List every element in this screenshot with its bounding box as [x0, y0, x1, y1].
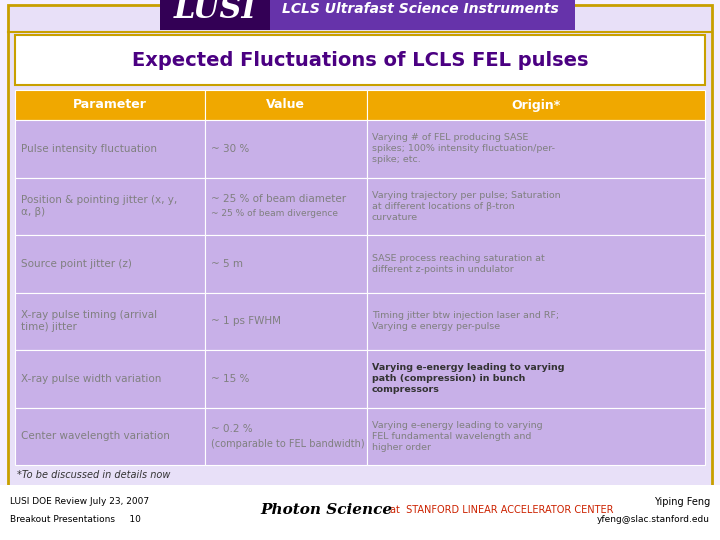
Text: Expected Fluctuations of LCLS FEL pulses: Expected Fluctuations of LCLS FEL pulses — [132, 51, 588, 70]
Bar — [15, 350, 204, 408]
Text: X-ray pulse width variation: X-ray pulse width variation — [21, 374, 161, 384]
Bar — [15, 408, 204, 465]
Text: ~ 15 %: ~ 15 % — [211, 374, 249, 384]
Text: Pulse intensity fluctuation: Pulse intensity fluctuation — [21, 144, 157, 154]
Bar — [204, 293, 367, 350]
Bar — [367, 235, 705, 293]
FancyBboxPatch shape — [8, 5, 712, 490]
Bar — [204, 408, 367, 465]
Text: Varying # of FEL producing SASE
spikes; 100% intensity fluctuation/per-
spike; e: Varying # of FEL producing SASE spikes; … — [372, 133, 555, 164]
Text: Timing jitter btw injection laser and RF;
Varying e energy per-pulse: Timing jitter btw injection laser and RF… — [372, 312, 559, 331]
Bar — [367, 293, 705, 350]
Text: SASE process reaching saturation at
different z-points in undulator: SASE process reaching saturation at diff… — [372, 254, 544, 274]
Text: at  STANFORD LINEAR ACCELERATOR CENTER: at STANFORD LINEAR ACCELERATOR CENTER — [390, 505, 613, 515]
Text: Photon Science: Photon Science — [260, 503, 392, 517]
Text: Center wavelength variation: Center wavelength variation — [21, 431, 170, 441]
Bar — [367, 178, 705, 235]
Text: yfeng@slac.stanford.edu: yfeng@slac.stanford.edu — [597, 516, 710, 524]
Text: X-ray pulse timing (arrival
time) jitter: X-ray pulse timing (arrival time) jitter — [21, 310, 157, 333]
Bar — [204, 90, 367, 120]
Bar — [15, 90, 204, 120]
Text: Position & pointing jitter (x, y,
α, β): Position & pointing jitter (x, y, α, β) — [21, 195, 177, 218]
Bar — [160, 0, 575, 30]
Bar — [15, 178, 204, 235]
Bar — [367, 408, 705, 465]
Bar — [367, 90, 705, 120]
Text: Parameter: Parameter — [73, 98, 147, 111]
Bar — [15, 235, 204, 293]
Text: Yiping Feng: Yiping Feng — [654, 497, 710, 507]
Text: ~ 25 % of beam diameter: ~ 25 % of beam diameter — [211, 194, 346, 204]
Text: (comparable to FEL bandwidth): (comparable to FEL bandwidth) — [211, 438, 364, 449]
Bar — [204, 235, 367, 293]
Text: ~ 5 m: ~ 5 m — [211, 259, 243, 269]
Text: Value: Value — [266, 98, 305, 111]
Text: ~ 25 % of beam divergence: ~ 25 % of beam divergence — [211, 209, 338, 218]
FancyBboxPatch shape — [15, 35, 705, 85]
Text: ~ 0.2 %: ~ 0.2 % — [211, 424, 253, 434]
Text: LUSI DOE Review July 23, 2007: LUSI DOE Review July 23, 2007 — [10, 497, 149, 507]
Text: Breakout Presentations     10: Breakout Presentations 10 — [10, 516, 141, 524]
Text: Varying trajectory per pulse; Saturation
at different locations of β-tron
curvat: Varying trajectory per pulse; Saturation… — [372, 191, 561, 221]
Bar — [204, 120, 367, 178]
Text: Varying e-energy leading to varying
path (compression) in bunch
compressors: Varying e-energy leading to varying path… — [372, 363, 564, 394]
Text: ~ 1 ps FWHM: ~ 1 ps FWHM — [211, 316, 281, 326]
Text: Source point jitter (z): Source point jitter (z) — [21, 259, 132, 269]
Text: Origin*: Origin* — [511, 98, 561, 111]
Text: ~ 30 %: ~ 30 % — [211, 144, 249, 154]
Bar — [204, 350, 367, 408]
Bar — [367, 350, 705, 408]
Bar — [367, 120, 705, 178]
Bar — [0, 485, 720, 540]
Text: LUSI: LUSI — [174, 0, 256, 24]
Text: *To be discussed in details now: *To be discussed in details now — [17, 470, 171, 480]
Bar — [204, 178, 367, 235]
Bar — [160, 0, 270, 30]
Text: Varying e-energy leading to varying
FEL fundamental wavelength and
higher order: Varying e-energy leading to varying FEL … — [372, 421, 543, 451]
Bar — [15, 293, 204, 350]
Text: LCLS Ultrafast Science Instruments: LCLS Ultrafast Science Instruments — [282, 2, 559, 16]
Bar — [15, 120, 204, 178]
